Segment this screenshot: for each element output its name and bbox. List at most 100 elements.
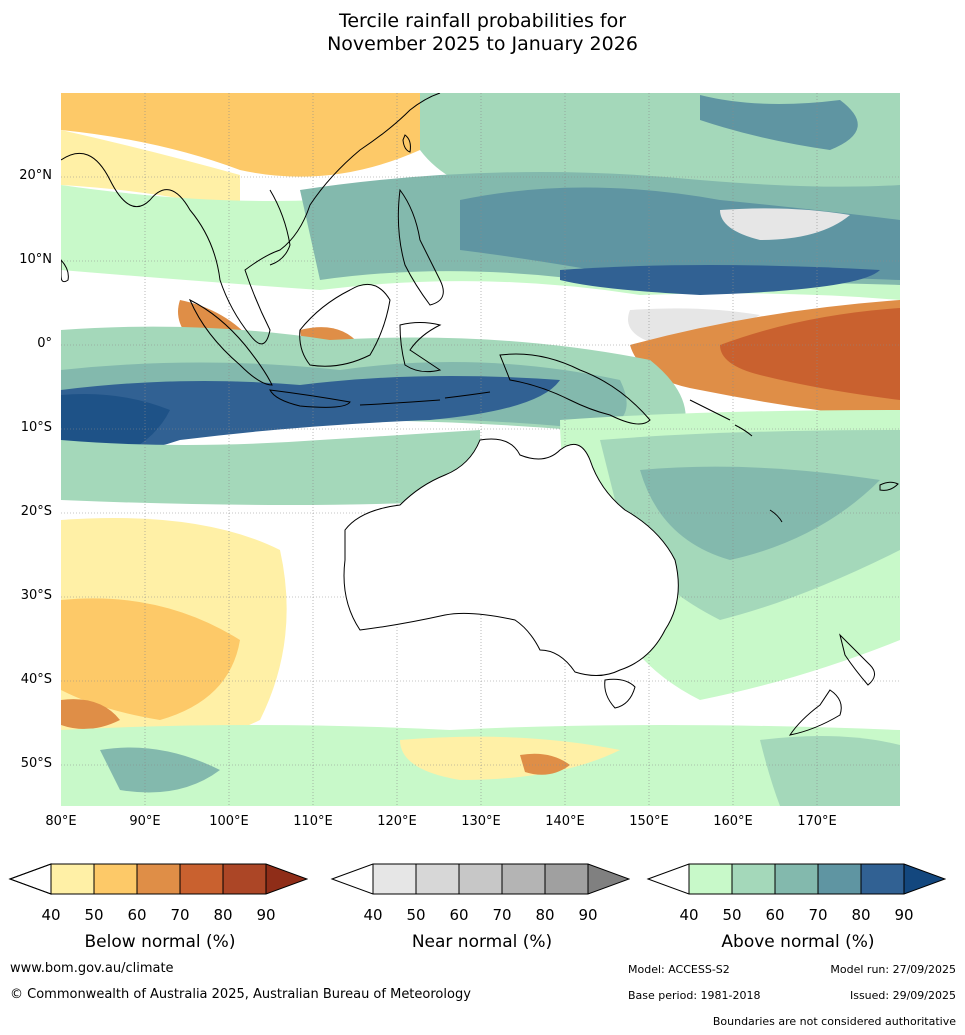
tasmania-coastline (604, 678, 636, 709)
above-normal-region (700, 95, 858, 150)
legend-caption: Below normal (%) (84, 932, 236, 952)
vanuatu-coastline (769, 509, 783, 523)
fiji-coastline (879, 481, 899, 491)
colorbar-tick: 60 (765, 906, 785, 924)
lon-label: 120°E (377, 814, 417, 829)
title-line-1: Tercile rainfall probabilities for (338, 10, 627, 32)
lon-label: 170°E (797, 814, 837, 829)
lat-label: 10°N (19, 252, 52, 267)
lon-label: 90°E (129, 814, 161, 829)
lon-label: 140°E (545, 814, 585, 829)
color-swatch (180, 864, 223, 894)
colorbar-extension-low (648, 864, 689, 894)
color-swatch (94, 864, 137, 894)
color-swatch (223, 864, 266, 894)
below-normal-region (61, 130, 240, 210)
new-zealand-coastline (839, 633, 875, 686)
map-canvas (61, 93, 900, 806)
philippines-coastline (397, 188, 444, 306)
colorbar-extension-high (588, 864, 629, 894)
lat-label: 50°S (20, 756, 52, 771)
color-swatch (689, 864, 732, 894)
lat-label: 10°S (20, 420, 52, 435)
color-swatch (51, 864, 94, 894)
legend-caption: Above normal (%) (721, 932, 875, 952)
legend-near-normal: 40 50 60 70 80 90 Near normal (%) (330, 858, 630, 952)
sulawesi-coastline (399, 322, 442, 373)
colorbar-tick: 80 (851, 906, 871, 924)
colorbar-extension-high (266, 864, 307, 894)
colorbar-near (330, 863, 630, 895)
color-swatch (732, 864, 775, 894)
lon-label: 100°E (209, 814, 249, 829)
color-swatch (459, 864, 502, 894)
colorbar-tick: 50 (84, 906, 104, 924)
above-normal-region (760, 736, 900, 806)
legend-above-normal: 40 50 60 70 80 90 Above normal (%) (646, 858, 946, 952)
colorbar-above (646, 863, 946, 895)
colorbar-tick: 60 (449, 906, 469, 924)
above-normal-region (61, 376, 560, 460)
colorbar-tick: 60 (127, 906, 147, 924)
colorbar-tick: 70 (492, 906, 512, 924)
lon-label: 80°E (45, 814, 77, 829)
lon-label: 130°E (461, 814, 501, 829)
below-normal-region (520, 753, 570, 775)
colorbar-tick: 90 (256, 906, 276, 924)
below-normal-region (61, 93, 420, 177)
solomon-islands-coastline (689, 399, 753, 437)
colorbar-tick: 80 (535, 906, 555, 924)
colorbar-tick: 90 (578, 906, 598, 924)
color-swatch (818, 864, 861, 894)
color-swatch (502, 864, 545, 894)
colorbar-below (8, 863, 308, 895)
legend-caption: Near normal (%) (411, 932, 553, 952)
lat-label: 20°S (20, 504, 52, 519)
new-zealand-coastline (788, 689, 842, 736)
colorbar-extension-low (8, 863, 52, 895)
sri-lanka-coastline (61, 259, 69, 283)
colorbar-tick: 70 (808, 906, 828, 924)
near-normal-region (628, 308, 760, 345)
asia-coastline (61, 93, 441, 345)
borneo-coastline (299, 283, 391, 367)
above-normal-region (560, 265, 880, 295)
colorbar-tick: 50 (722, 906, 742, 924)
colorbar-tick: 40 (679, 906, 699, 924)
sumatra-coastline (189, 298, 273, 386)
new-guinea-coastline (499, 353, 651, 425)
vietnam-coastline (269, 189, 291, 266)
above-normal-region (61, 430, 480, 505)
colorbar-tick: 40 (41, 906, 61, 924)
colorbar-tick: 40 (363, 906, 383, 924)
base-period: Base period: 1981-2018 (628, 989, 761, 1002)
java-coastline (269, 389, 351, 408)
below-normal-region (61, 598, 240, 720)
lat-label: 30°S (20, 588, 52, 603)
lon-label: 150°E (629, 814, 669, 829)
lon-label: 160°E (713, 814, 753, 829)
lesser-sunda-coastline (359, 391, 491, 406)
color-swatch (373, 864, 416, 894)
title-line-2: November 2025 to January 2026 (327, 33, 638, 55)
colorbar-tick: 80 (213, 906, 233, 924)
colorbar-extension-high (904, 864, 945, 894)
color-swatch (775, 864, 818, 894)
map-title: Tercile rainfall probabilities for Novem… (0, 10, 965, 56)
taiwan-coastline (402, 134, 411, 153)
website-link[interactable]: www.bom.gov.au/climate (10, 961, 174, 976)
rainfall-map: 20°N 10°N 0° 10°S 20°S 30°S 40°S 50°S 80… (0, 80, 965, 840)
lat-label: 0° (37, 336, 52, 351)
color-swatch (416, 864, 459, 894)
colorbar-tick: 50 (406, 906, 426, 924)
copyright-text: © Commonwealth of Australia 2025, Austra… (10, 987, 471, 1002)
color-swatch (545, 864, 588, 894)
legend-below-normal: 40 50 60 70 80 90 Below normal (%) (8, 858, 308, 952)
model-name: Model: ACCESS-S2 (628, 963, 730, 976)
near-normal-region (720, 208, 850, 240)
colorbar-tick: 90 (894, 906, 914, 924)
colorbar-tick: 70 (170, 906, 190, 924)
below-normal-region (720, 308, 900, 400)
issued-date: Issued: 29/09/2025 (849, 989, 956, 1002)
below-normal-region (61, 699, 120, 729)
